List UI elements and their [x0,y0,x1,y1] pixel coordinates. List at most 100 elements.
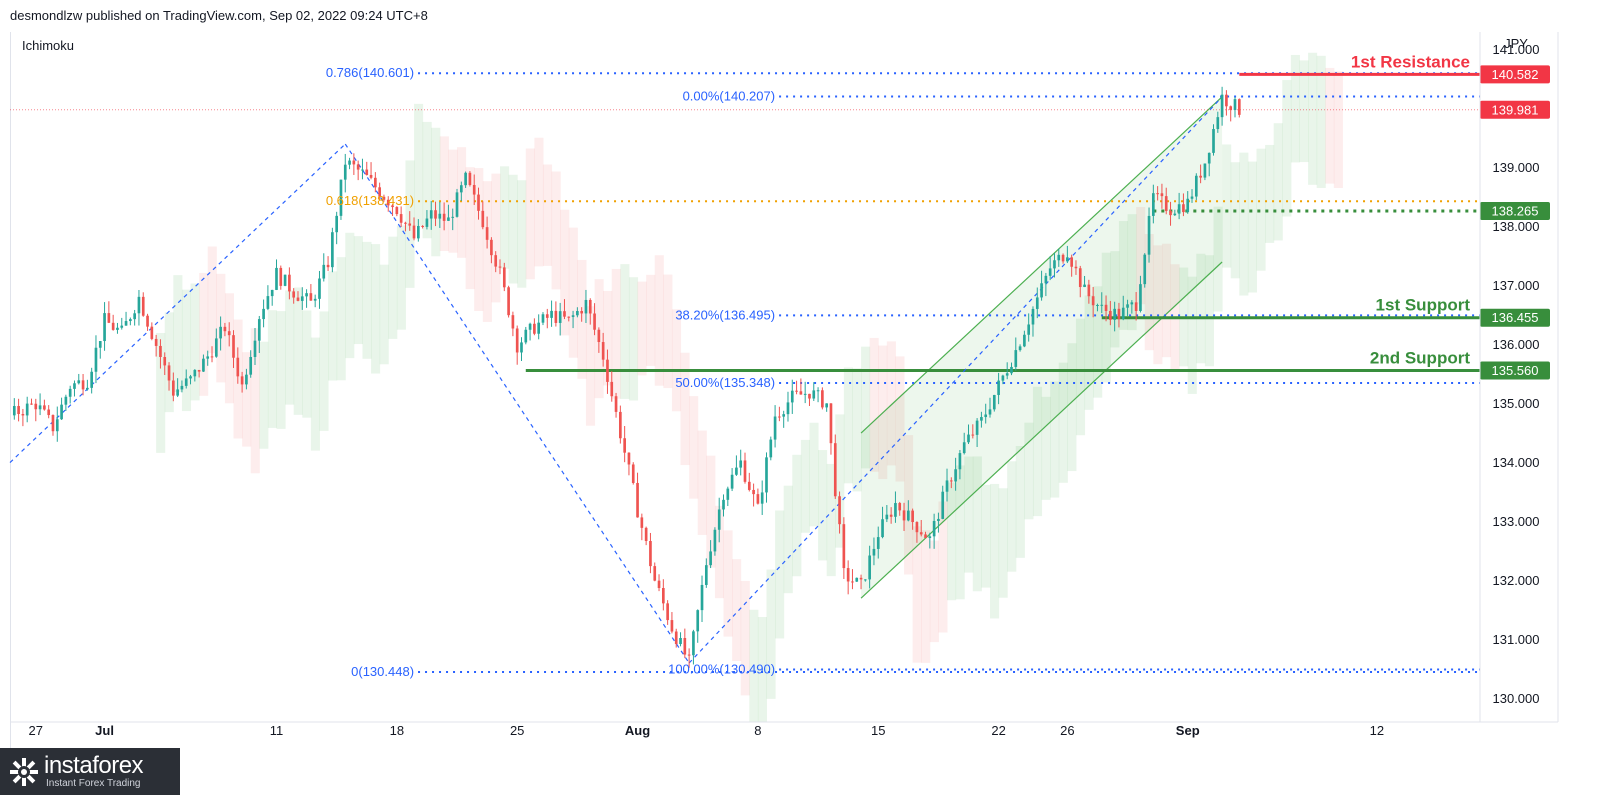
candle-body [1190,196,1194,199]
candle-body [662,588,665,604]
candle-body [924,534,927,539]
cloud-segment [1032,386,1043,517]
x-tick-label: 25 [510,723,524,738]
cloud-segment [1058,362,1068,483]
cloud-segment [809,422,819,527]
candle-body [580,311,583,314]
candle-body [1066,257,1069,262]
price-tag-bg [1480,361,1550,380]
candle-body [408,223,412,226]
candle-body [769,439,773,458]
candle-body [137,296,141,314]
candle-body [545,314,549,318]
candle-body [17,406,20,415]
zigzag-segment [688,96,1223,664]
candle-body [842,524,846,569]
cloud-segment [1204,255,1215,367]
cloud-segment [465,167,475,290]
candle-body [146,315,149,327]
price-tag-bg [1480,65,1550,84]
price-tag-bg [1480,308,1550,327]
candle-body [700,584,704,611]
candle-body [825,403,828,408]
candle-body [537,322,541,334]
candle-body [597,329,601,343]
cloud-segment [1041,396,1051,500]
candle-body [494,255,498,267]
cloud-segment [173,275,183,392]
cloud-segment [835,414,845,548]
candle-body [1096,305,1099,307]
cloud-segment [242,352,252,447]
candle-body [103,313,106,342]
candle-body [189,376,192,379]
x-tick-label: 27 [29,723,43,738]
candle-body [107,313,111,323]
cloud-segment [1024,422,1034,520]
candle-body [902,510,906,521]
candle-body [1091,296,1095,306]
candle-body [876,537,880,549]
candle-body [627,452,631,465]
candle-body [438,213,442,219]
candle-body [795,390,798,392]
candle-body [197,369,201,372]
candle-body [47,409,51,416]
candle-body [816,390,820,392]
candle-body [1109,310,1112,320]
fib-label: 0.618(138.431) [326,193,414,208]
cloud-segment [1136,207,1146,305]
candle-body [717,509,721,530]
candle-body [954,469,957,482]
candle-body [485,227,489,240]
cloud-segment [276,311,286,429]
cloud-segment [1299,60,1309,163]
candle-body [765,457,768,493]
candle-body [571,315,575,317]
cloud-segment [285,290,295,405]
candle-body [567,316,571,318]
candle-body [1014,350,1018,367]
candle-body [193,369,197,377]
candle-body [958,453,962,470]
zigzag-segment [9,143,346,463]
fib-lines [10,72,1480,673]
cloud-segment [457,147,467,258]
candle-body [481,210,485,228]
candle-body [253,340,257,357]
cloud-segment [1282,80,1292,217]
y-tick-label: 136.000 [1493,337,1540,352]
candle-body [1152,193,1155,216]
candle-body [1237,99,1241,115]
candle-body [1156,193,1159,195]
candle-body [12,406,16,416]
candle-body [283,274,287,286]
candle-body [851,581,854,583]
cloud-segment [1196,253,1206,364]
cloud-segment [328,271,338,381]
cloud-segment [1093,286,1103,398]
cloud-segment [414,103,424,227]
candle-body [713,529,717,552]
cloud-segment [611,268,621,399]
candle-body [227,331,231,336]
candle-body [1220,94,1224,118]
cloud-segment [1015,445,1025,558]
cloud-segment [783,485,793,594]
candle-body [257,319,261,341]
candle-body [636,482,639,518]
candle-body [159,345,162,357]
candle-body [55,419,59,432]
candle-body [464,172,467,186]
cloud-segment [1144,234,1154,351]
instaforex-logo: instaforex Instant Forex Trading [0,748,180,795]
candle-body [1164,196,1168,211]
cloud-segment [955,465,965,600]
candle-body [124,321,128,326]
candle-body [60,404,63,420]
cloud-segment [740,580,750,696]
candle-body [34,403,38,410]
candle-body [868,555,871,580]
candle-body [975,420,979,435]
